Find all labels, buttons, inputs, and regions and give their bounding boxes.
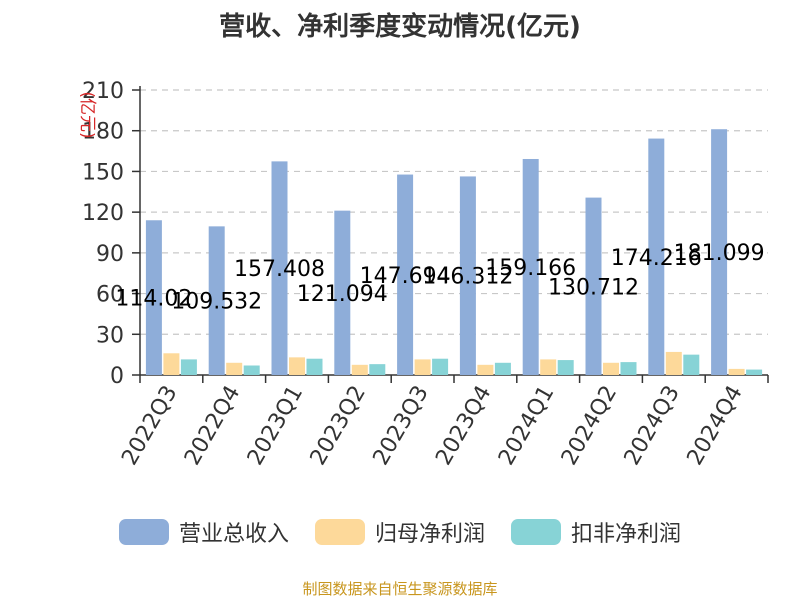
bar-2-2022Q3: [180, 359, 197, 375]
bar-0-2024Q4: [711, 129, 728, 375]
bar-0-2024Q3: [648, 138, 665, 375]
bar-2-2024Q4: [746, 369, 763, 375]
bar-1-2023Q1: [289, 357, 305, 375]
x-tick-label-2023Q1: 2023Q1: [243, 382, 308, 470]
bar-0-2022Q4: [208, 226, 225, 375]
x-tick-label-2022Q3: 2022Q3: [117, 382, 182, 470]
data-label-2024Q4: 181.099: [674, 241, 765, 266]
legend: 营业总收入 归母净利润 扣非净利润: [0, 516, 800, 548]
bar-1-2024Q3: [665, 351, 682, 375]
data-label-2023Q4: 146.312: [422, 265, 513, 290]
x-tick-label-2024Q2: 2024Q2: [557, 382, 622, 470]
y-tick-label-5: 150: [82, 160, 124, 185]
legend-swatch-revenue: [118, 519, 169, 545]
x-tick-label-2024Q4: 2024Q4: [682, 382, 747, 470]
y-tick-label-7: 210: [82, 79, 124, 104]
bar-2-2022Q4: [243, 365, 260, 375]
bar-0-2023Q3: [397, 174, 414, 375]
legend-label-revenue: 营业总收入: [178, 522, 289, 547]
bar-1-2024Q4: [728, 368, 745, 375]
bar-1-2023Q4: [477, 364, 494, 375]
legend-item-deducted-profit[interactable]: 扣非净利润: [511, 516, 681, 548]
data-label-2022Q3: 114.02: [115, 287, 192, 312]
data-label-2023Q1: 157.408: [234, 257, 325, 282]
legend-item-revenue[interactable]: 营业总收入: [118, 516, 289, 548]
legend-label-deducted-profit: 扣非净利润: [571, 522, 682, 547]
bar-1-2023Q2: [351, 364, 368, 375]
data-label-2022Q4: 109.532: [171, 290, 262, 315]
data-label-2024Q2: 130.712: [548, 275, 639, 300]
y-tick-label-2: 60: [96, 283, 124, 308]
bar-1-2022Q4: [226, 362, 243, 375]
x-tick-label-2024Q3: 2024Q3: [620, 382, 685, 470]
bar-0-2024Q1: [522, 158, 539, 375]
x-tick-label-2023Q2: 2023Q2: [306, 382, 371, 470]
bar-2-2024Q1: [557, 360, 574, 375]
bar-2-2023Q3: [432, 358, 449, 375]
bar-2-2023Q1: [306, 358, 323, 375]
data-label-2024Q1: 159.166: [485, 256, 576, 281]
y-tick-label-1: 30: [96, 323, 124, 348]
data-label-2024Q3: 174.216: [611, 246, 702, 271]
bar-0-2023Q2: [334, 210, 351, 375]
bar-0-2022Q3: [145, 220, 162, 375]
y-axis-label: (亿元): [77, 91, 97, 138]
data-label-2023Q3: 147.694: [360, 264, 451, 289]
bar-0-2023Q1: [271, 161, 288, 375]
y-tick-label-0: 0: [110, 364, 124, 389]
bar-1-2023Q3: [414, 359, 431, 375]
x-tick-label-2022Q4: 2022Q4: [180, 382, 245, 470]
y-tick-label-3: 90: [96, 242, 124, 267]
x-tick-label-2023Q3: 2023Q3: [368, 382, 433, 470]
y-tick-label-6: 180: [82, 120, 124, 145]
bar-2-2023Q2: [369, 364, 386, 375]
bar-0-2024Q2: [585, 197, 602, 375]
chart-title: 营收、净利季度变动情况(亿元): [219, 12, 581, 42]
legend-label-net-profit: 归母净利润: [374, 522, 485, 547]
bar-0-2023Q4: [459, 176, 476, 375]
x-tick-label-2023Q4: 2023Q4: [431, 382, 496, 470]
bar-2-2024Q2: [620, 362, 637, 375]
bar-2-2024Q3: [683, 354, 700, 375]
legend-item-net-profit[interactable]: 归母净利润: [314, 516, 485, 548]
data-label-2023Q2: 121.094: [297, 282, 388, 307]
bar-1-2024Q1: [540, 359, 557, 375]
x-tick-label-2024Q1: 2024Q1: [494, 382, 559, 470]
legend-swatch-deducted-profit: [511, 519, 561, 545]
bar-1-2024Q2: [603, 362, 619, 375]
bar-2-2023Q4: [494, 362, 511, 375]
y-tick-label-4: 120: [82, 201, 124, 226]
legend-swatch-net-profit: [314, 519, 365, 545]
bar-1-2022Q3: [163, 353, 180, 375]
source-note: 制图数据来自恒生聚源数据库: [302, 580, 498, 598]
